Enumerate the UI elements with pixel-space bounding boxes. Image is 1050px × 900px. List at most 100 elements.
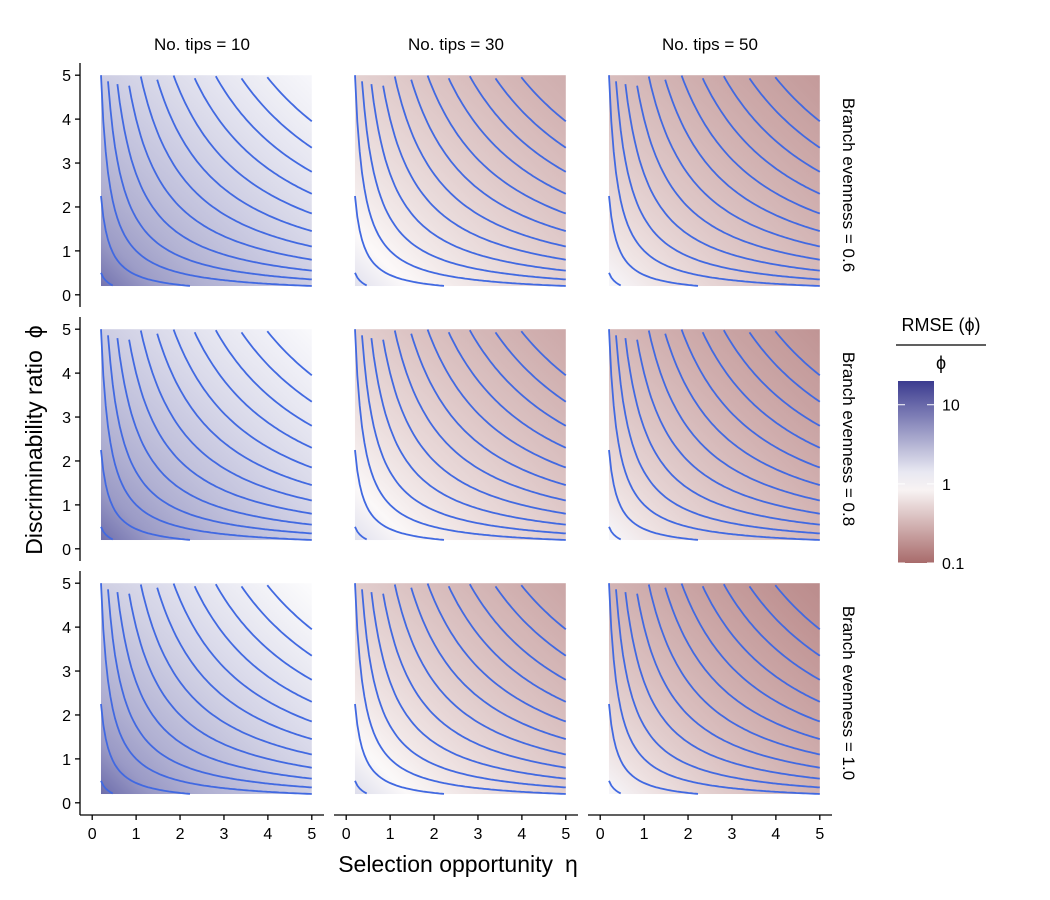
- x-tick-label: 1: [386, 826, 395, 843]
- x-tick-label: 4: [263, 826, 272, 843]
- contour-line: [680, 329, 821, 469]
- contour-line: [128, 85, 312, 261]
- x-tick-label: 5: [561, 826, 570, 843]
- y-tick-label: 1: [62, 244, 71, 261]
- x-axis-symbol: η: [565, 851, 578, 877]
- legend-tick-label: 0.1: [942, 556, 964, 573]
- x-tick-label: 3: [220, 826, 229, 843]
- contour-line: [608, 780, 622, 795]
- legend-tick-label: 1: [942, 477, 951, 494]
- y-tick-label: 4: [62, 620, 71, 637]
- contour-line: [680, 583, 821, 723]
- x-tick-label: 2: [684, 826, 693, 843]
- row-strip-label: Branch evenness = 0.6: [839, 98, 858, 272]
- contour-line: [680, 75, 821, 215]
- contour-line: [116, 337, 312, 526]
- y-tick-label: 3: [62, 156, 71, 173]
- x-tick-label: 2: [430, 826, 439, 843]
- contour-line: [393, 330, 566, 502]
- contour-line: [193, 77, 313, 195]
- contour-line: [354, 583, 566, 795]
- y-axis-label-text: Discriminability ratio: [21, 350, 47, 554]
- contour-line: [469, 75, 567, 173]
- contour-line: [382, 85, 566, 261]
- contour-line: [128, 593, 312, 769]
- y-tick-label: 3: [62, 410, 71, 427]
- contour-line: [100, 780, 114, 795]
- contour-line: [494, 331, 567, 403]
- contour-line: [748, 585, 821, 657]
- contour-line: [266, 76, 313, 122]
- contour-line: [636, 85, 820, 261]
- contour-line: [426, 75, 567, 215]
- contour-line: [608, 195, 699, 287]
- contour-line: [266, 330, 313, 376]
- panel: [354, 75, 567, 287]
- contour-line: [647, 584, 820, 756]
- contour-line: [636, 339, 820, 515]
- column-strip-label: No. tips = 30: [408, 35, 504, 54]
- contour-line: [608, 526, 622, 541]
- x-tick-label: 0: [88, 826, 97, 843]
- x-tick-label: 5: [815, 826, 824, 843]
- contour-line: [128, 339, 312, 515]
- y-tick-label: 0: [62, 288, 71, 305]
- contour-line: [100, 272, 114, 287]
- x-tick-label: 1: [132, 826, 141, 843]
- contour-line: [410, 79, 567, 232]
- panel: 0 1 2 3 4 5 0 1 2 3 4 5: [62, 571, 324, 843]
- contour-line: [240, 585, 313, 657]
- panel: [608, 75, 821, 287]
- contour-line: [469, 329, 567, 427]
- legend-tick-label: 10: [942, 398, 960, 415]
- y-tick-label: 0: [62, 542, 71, 559]
- contour-line: [447, 331, 567, 449]
- contour-line: [172, 329, 313, 469]
- contour-line: [370, 83, 566, 272]
- contour-line: [447, 77, 567, 195]
- y-tick-label: 3: [62, 664, 71, 681]
- contour-line: [647, 330, 820, 502]
- y-tick-label: 2: [62, 454, 71, 471]
- contour-line: [494, 585, 567, 657]
- contour-line: [240, 77, 313, 149]
- contour-line: [240, 331, 313, 403]
- y-tick-label: 5: [62, 68, 71, 85]
- contour-line: [100, 583, 312, 795]
- contour-line: [354, 703, 445, 795]
- contour-line: [370, 337, 566, 526]
- contour-line: [723, 75, 821, 173]
- y-axis-label: Discriminability ratio ϕ: [21, 325, 47, 554]
- contour-line: [361, 335, 566, 535]
- contour-line: [723, 329, 821, 427]
- contour-line: [447, 585, 567, 703]
- contour-line: [410, 333, 567, 486]
- contour-line: [426, 583, 567, 723]
- contour-line: [410, 587, 567, 740]
- contour-line: [156, 587, 313, 740]
- y-tick-label: 2: [62, 200, 71, 217]
- x-tick-label: 0: [596, 826, 605, 843]
- contour-line: [701, 585, 821, 703]
- contour-line: [107, 335, 312, 535]
- column-strip-label: No. tips = 50: [662, 35, 758, 54]
- contour-line: [100, 329, 312, 541]
- contour-line: [215, 329, 313, 427]
- contour-line: [723, 583, 821, 681]
- contour-line: [100, 195, 191, 287]
- contour-line: [172, 75, 313, 215]
- x-axis-label: Selection opportunity η: [338, 851, 578, 877]
- contour-line: [354, 780, 368, 795]
- color-legend: RMSE (ϕ) ϕ 10 1 0.1: [896, 315, 986, 573]
- contour-line: [608, 583, 820, 795]
- x-tick-label: 1: [640, 826, 649, 843]
- contour-line: [100, 526, 114, 541]
- contour-line: [608, 329, 820, 541]
- x-tick-label: 4: [771, 826, 780, 843]
- contour-line: [615, 81, 820, 281]
- contour-line: [354, 526, 368, 541]
- contour-line: [172, 583, 313, 723]
- contour-line: [354, 195, 445, 287]
- x-tick-label: 3: [728, 826, 737, 843]
- contour-line: [748, 331, 821, 403]
